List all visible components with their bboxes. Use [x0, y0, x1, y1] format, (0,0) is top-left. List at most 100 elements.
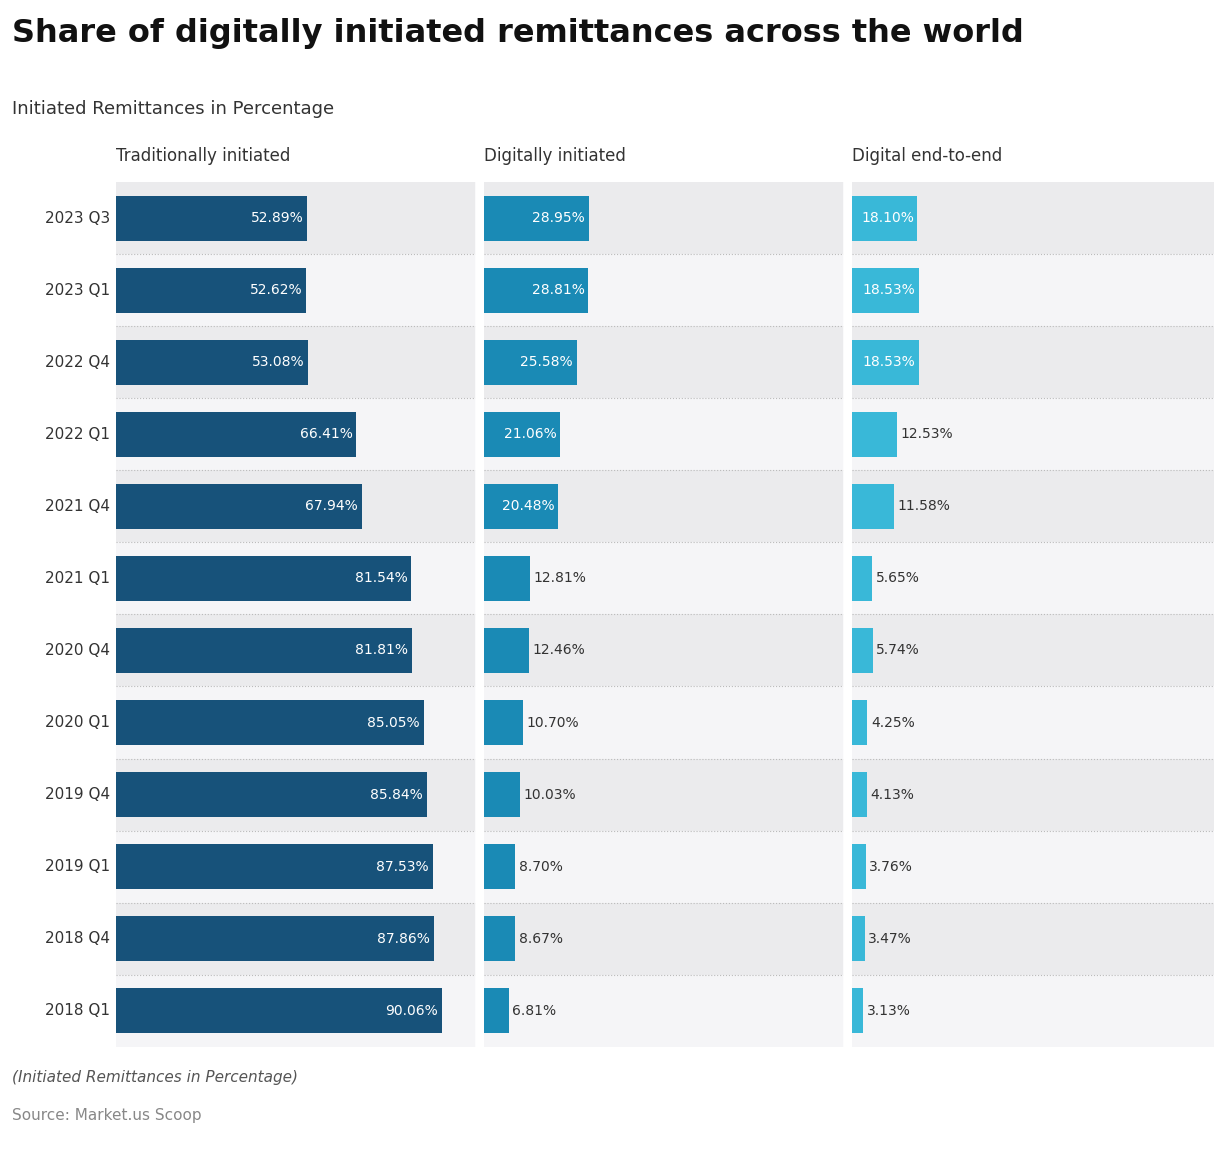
Bar	[484, 485, 558, 529]
Bar	[116, 916, 434, 961]
Text: 6.81%: 6.81%	[512, 1003, 556, 1017]
Text: 52.89%: 52.89%	[251, 212, 304, 226]
Bar	[116, 615, 478, 687]
Bar	[852, 412, 898, 456]
Text: 90.06%: 90.06%	[386, 1003, 438, 1017]
Bar	[116, 830, 478, 903]
Text: 2020 Q4: 2020 Q4	[45, 643, 110, 659]
Bar	[116, 556, 411, 601]
Text: 12.81%: 12.81%	[534, 572, 587, 586]
Bar	[484, 196, 589, 241]
Bar	[116, 399, 478, 470]
Bar	[116, 903, 478, 975]
Bar	[852, 773, 867, 817]
Bar	[852, 700, 867, 744]
Text: 10.03%: 10.03%	[523, 788, 577, 802]
Bar	[852, 485, 894, 529]
Bar	[852, 988, 864, 1033]
Bar	[116, 196, 307, 241]
Text: 87.86%: 87.86%	[377, 931, 431, 946]
Bar	[852, 542, 1214, 615]
Bar	[484, 844, 515, 889]
Text: Source: Market.us Scoop: Source: Market.us Scoop	[12, 1108, 201, 1123]
Text: 2018 Q1: 2018 Q1	[45, 1003, 110, 1018]
Bar	[484, 687, 845, 759]
Bar	[484, 773, 520, 817]
Bar	[484, 903, 845, 975]
Bar	[484, 182, 845, 254]
Bar	[484, 759, 845, 830]
Bar	[484, 988, 509, 1033]
Bar	[484, 268, 588, 313]
Text: 87.53%: 87.53%	[377, 860, 429, 874]
Text: Share of digitally initiated remittances across the world: Share of digitally initiated remittances…	[12, 18, 1024, 48]
Bar	[116, 340, 307, 385]
Bar	[484, 254, 845, 327]
Bar	[484, 327, 845, 399]
Text: 20.48%: 20.48%	[501, 500, 554, 514]
Text: 21.06%: 21.06%	[504, 427, 556, 441]
Text: Digitally initiated: Digitally initiated	[484, 147, 626, 165]
Bar	[484, 615, 845, 687]
Text: 52.62%: 52.62%	[250, 283, 303, 298]
Text: 85.05%: 85.05%	[367, 715, 420, 729]
Bar	[852, 182, 1214, 254]
Bar	[116, 759, 478, 830]
Bar	[484, 470, 845, 542]
Bar	[116, 268, 306, 313]
Text: 3.76%: 3.76%	[869, 860, 913, 874]
Bar	[116, 412, 356, 456]
Bar	[116, 773, 427, 817]
Text: 3.13%: 3.13%	[867, 1003, 911, 1017]
Bar	[852, 687, 1214, 759]
Bar	[116, 470, 478, 542]
Bar	[484, 556, 531, 601]
Bar	[852, 844, 865, 889]
Bar	[116, 687, 478, 759]
Bar	[484, 830, 845, 903]
Text: 85.84%: 85.84%	[370, 788, 423, 802]
Bar	[116, 485, 362, 529]
Bar	[484, 412, 560, 456]
Text: 66.41%: 66.41%	[300, 427, 353, 441]
Text: 12.53%: 12.53%	[900, 427, 954, 441]
Bar	[484, 975, 845, 1047]
Bar	[852, 615, 1214, 687]
Text: 53.08%: 53.08%	[251, 355, 305, 369]
Bar	[484, 700, 522, 744]
Bar	[116, 542, 478, 615]
Bar	[484, 399, 845, 470]
Bar	[116, 628, 412, 673]
Text: 8.70%: 8.70%	[518, 860, 562, 874]
Bar	[116, 182, 478, 254]
Text: 4.25%: 4.25%	[871, 715, 915, 729]
Text: 10.70%: 10.70%	[526, 715, 579, 729]
Text: 81.54%: 81.54%	[355, 572, 407, 586]
Text: 2019 Q4: 2019 Q4	[45, 787, 110, 802]
Text: 11.58%: 11.58%	[898, 500, 950, 514]
Text: 8.67%: 8.67%	[518, 931, 562, 946]
Text: (Initiated Remittances in Percentage): (Initiated Remittances in Percentage)	[12, 1070, 298, 1085]
Bar	[852, 830, 1214, 903]
Bar	[116, 988, 442, 1033]
Text: 18.10%: 18.10%	[861, 212, 914, 226]
Bar	[852, 759, 1214, 830]
Text: 2023 Q1: 2023 Q1	[45, 282, 110, 298]
Text: 28.81%: 28.81%	[532, 283, 584, 298]
Text: 2022 Q4: 2022 Q4	[45, 355, 110, 370]
Text: 18.53%: 18.53%	[863, 283, 915, 298]
Text: 2021 Q1: 2021 Q1	[45, 570, 110, 586]
Bar	[116, 254, 478, 327]
Text: Traditionally initiated: Traditionally initiated	[116, 147, 290, 165]
Text: 2021 Q4: 2021 Q4	[45, 499, 110, 514]
Bar	[852, 268, 919, 313]
Bar	[116, 844, 433, 889]
Bar	[852, 196, 917, 241]
Bar	[852, 327, 1214, 399]
Bar	[852, 399, 1214, 470]
Text: 12.46%: 12.46%	[533, 643, 586, 657]
Bar	[484, 628, 529, 673]
Text: 2023 Q3: 2023 Q3	[45, 211, 110, 226]
Bar	[852, 903, 1214, 975]
Bar	[852, 628, 872, 673]
